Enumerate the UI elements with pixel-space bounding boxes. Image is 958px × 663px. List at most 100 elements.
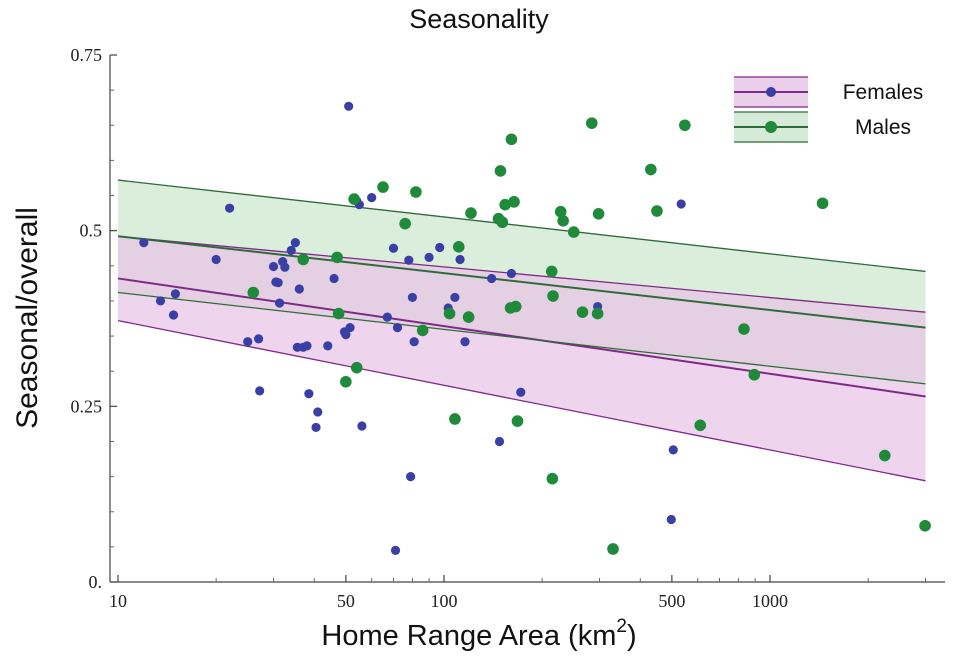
data-point-females xyxy=(311,422,321,433)
x-tick-label: 1000 xyxy=(752,591,788,611)
x-tick-label: 100 xyxy=(431,591,458,611)
data-point-males xyxy=(576,306,589,318)
y-axis-label: Seasonal/overall xyxy=(11,207,44,429)
data-point-females xyxy=(390,545,401,555)
data-point-males xyxy=(508,196,520,208)
data-point-males xyxy=(465,207,477,219)
data-point-females xyxy=(341,330,351,340)
y-tick-label: 0.25 xyxy=(71,396,103,416)
data-point-females xyxy=(506,268,517,279)
x-tick-label: 10 xyxy=(109,591,127,611)
data-point-males xyxy=(694,419,707,432)
data-point-females xyxy=(280,262,290,272)
legend-swatch-marker-males xyxy=(765,121,777,133)
legend: Females Males xyxy=(734,76,924,143)
x-axis-label: Home Range Area (km xyxy=(321,620,617,652)
data-point-males xyxy=(247,286,260,299)
data-point-females xyxy=(455,254,465,265)
data-point-females xyxy=(460,337,470,347)
data-point-females xyxy=(345,323,355,333)
data-point-males xyxy=(919,519,931,532)
data-point-males xyxy=(449,413,461,425)
data-point-males xyxy=(645,163,657,176)
data-point-females xyxy=(290,238,300,248)
fit-lines xyxy=(117,179,926,482)
data-point-males xyxy=(607,543,619,555)
data-point-females xyxy=(344,101,354,111)
x-axis-label-wrap: Home Range Area (km2) xyxy=(0,616,958,653)
data-point-females xyxy=(450,292,460,303)
data-point-females xyxy=(392,323,403,333)
data-point-males xyxy=(462,311,475,323)
x-tick-label: 50 xyxy=(337,591,355,611)
data-point-males xyxy=(592,208,605,220)
data-point-females xyxy=(329,273,339,284)
chart-title: Seasonality xyxy=(409,4,549,34)
data-point-females xyxy=(155,296,166,306)
data-point-females xyxy=(254,334,264,344)
data-point-females xyxy=(268,261,279,272)
data-point-males xyxy=(585,117,598,129)
data-point-males xyxy=(557,215,569,227)
data-point-females xyxy=(487,273,497,284)
data-point-females xyxy=(424,252,434,262)
band-lower-males xyxy=(117,291,926,385)
data-point-females xyxy=(294,284,304,294)
data-point-males xyxy=(748,368,761,381)
data-point-females xyxy=(304,389,314,399)
data-point-females xyxy=(409,337,419,347)
data-point-males xyxy=(651,205,663,217)
data-point-males xyxy=(443,307,456,320)
data-point-males xyxy=(505,133,518,146)
data-point-females xyxy=(170,289,181,299)
data-point-males xyxy=(494,165,507,177)
data-point-males xyxy=(738,323,750,335)
x-axis-label-suffix: ) xyxy=(626,620,637,652)
data-point-females xyxy=(139,238,149,248)
ticks: 0. 0.25 0.5 0.75 10 50 100 500 1000 xyxy=(71,45,927,611)
band-lower-females xyxy=(117,319,926,482)
data-point-males xyxy=(399,217,411,230)
data-point-females xyxy=(243,337,253,347)
band-upper-males xyxy=(117,179,926,273)
data-point-males xyxy=(679,119,691,132)
data-point-males xyxy=(567,226,580,238)
fit-line-males xyxy=(117,235,926,329)
data-point-males xyxy=(348,193,360,205)
data-point-males xyxy=(816,197,829,210)
data-point-females xyxy=(676,199,686,209)
data-point-males xyxy=(511,415,524,427)
x-tick-label: 500 xyxy=(658,591,685,611)
data-point-females xyxy=(168,310,179,320)
data-point-females xyxy=(406,472,416,482)
legend-label-males: Males xyxy=(855,116,911,139)
y-tick-label: 0. xyxy=(89,572,103,592)
data-point-males xyxy=(350,361,363,374)
data-point-females xyxy=(494,436,505,447)
legend-label-females: Females xyxy=(843,81,924,104)
band-upper-females xyxy=(117,235,926,313)
data-point-females xyxy=(404,255,414,265)
data-point-females xyxy=(313,407,323,417)
data-point-females xyxy=(211,254,221,265)
data-point-females xyxy=(668,445,678,455)
data-point-males xyxy=(410,186,422,198)
data-point-males xyxy=(452,241,465,253)
data-point-females xyxy=(225,203,235,213)
data-point-females xyxy=(357,421,367,431)
data-point-females xyxy=(286,245,296,255)
y-tick-label: 0.5 xyxy=(80,221,103,241)
data-point-males xyxy=(545,265,558,278)
legend-swatch-marker-females xyxy=(766,87,776,97)
data-point-females xyxy=(255,386,265,396)
data-point-males xyxy=(416,324,429,337)
data-point-females xyxy=(435,242,445,253)
y-tick-label: 0.75 xyxy=(71,45,103,65)
axes xyxy=(109,55,945,583)
x-axis-label-superscript: 2 xyxy=(616,616,627,637)
data-point-females xyxy=(323,341,333,351)
data-point-males xyxy=(377,181,389,193)
data-point-males xyxy=(547,290,559,302)
